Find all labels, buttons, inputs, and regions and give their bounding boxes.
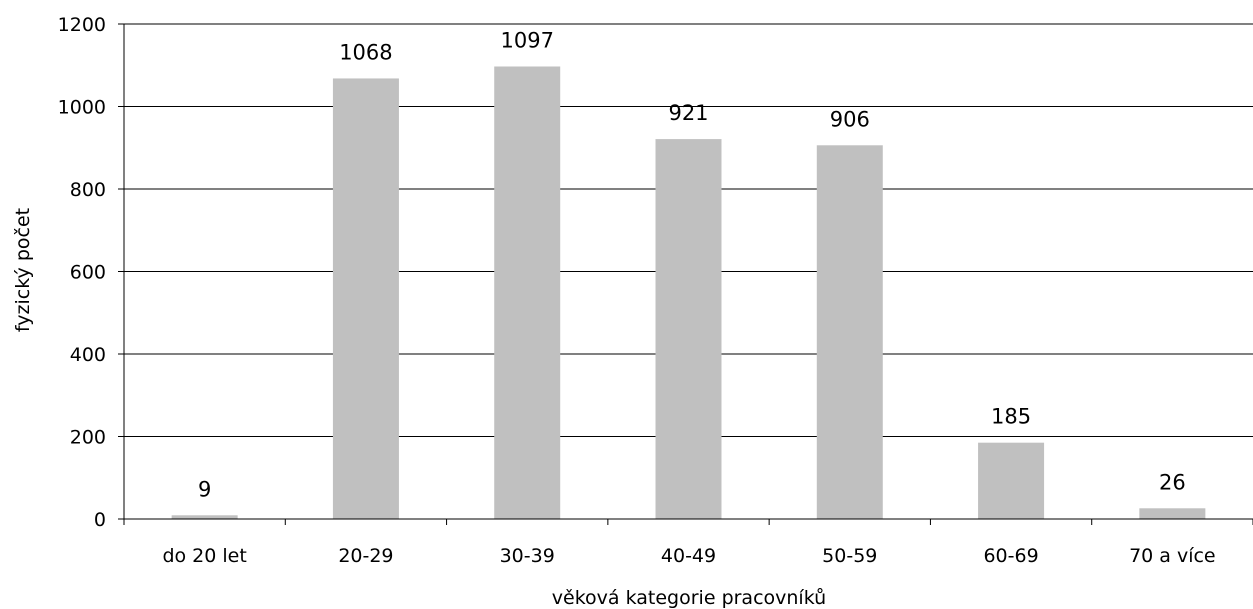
y-tick-label: 0 [94, 509, 106, 531]
bar [332, 78, 399, 519]
data-label: 185 [991, 405, 1031, 429]
data-label: 26 [1159, 470, 1186, 494]
bar [494, 66, 561, 520]
y-tick-label: 200 [70, 427, 106, 449]
bar [1139, 508, 1206, 519]
data-label: 921 [668, 101, 708, 125]
y-tick-label: 1000 [58, 97, 106, 119]
y-tick-label: 800 [70, 179, 106, 201]
y-tick-label: 400 [70, 344, 106, 366]
y-tick-label: 600 [70, 262, 106, 284]
data-label: 1068 [339, 40, 392, 64]
x-tick-label: 70 a více [1129, 545, 1216, 567]
y-tick-labels: 0 200 400 600 800 1000 1200 [58, 14, 106, 531]
data-label: 9 [198, 477, 211, 501]
bar [816, 145, 883, 519]
x-tick-label: 20-29 [338, 545, 393, 567]
axes [118, 23, 1253, 525]
x-tick-label: do 20 let [162, 545, 246, 567]
data-label: 1097 [500, 28, 553, 52]
bar [978, 442, 1045, 519]
x-tick-labels: do 20 let 20-29 30-39 40-49 50-59 60-69 70 a v… [162, 545, 1215, 567]
x-tick-label: 40-49 [661, 545, 716, 567]
data-label: 906 [830, 107, 870, 131]
x-tick-label: 50-59 [822, 545, 877, 567]
bar [655, 139, 722, 519]
data-labels: 9 1068 1097 921 906 185 26 [198, 28, 1186, 501]
bar [171, 515, 238, 519]
bars [171, 66, 1206, 520]
x-tick-label: 60-69 [983, 545, 1038, 567]
x-axis-title: věková kategorie pracovníků [552, 587, 826, 609]
y-tick-label: 1200 [58, 14, 106, 36]
x-tick-label: 30-39 [500, 545, 555, 567]
y-axis-title: fyzický počet [12, 208, 34, 332]
